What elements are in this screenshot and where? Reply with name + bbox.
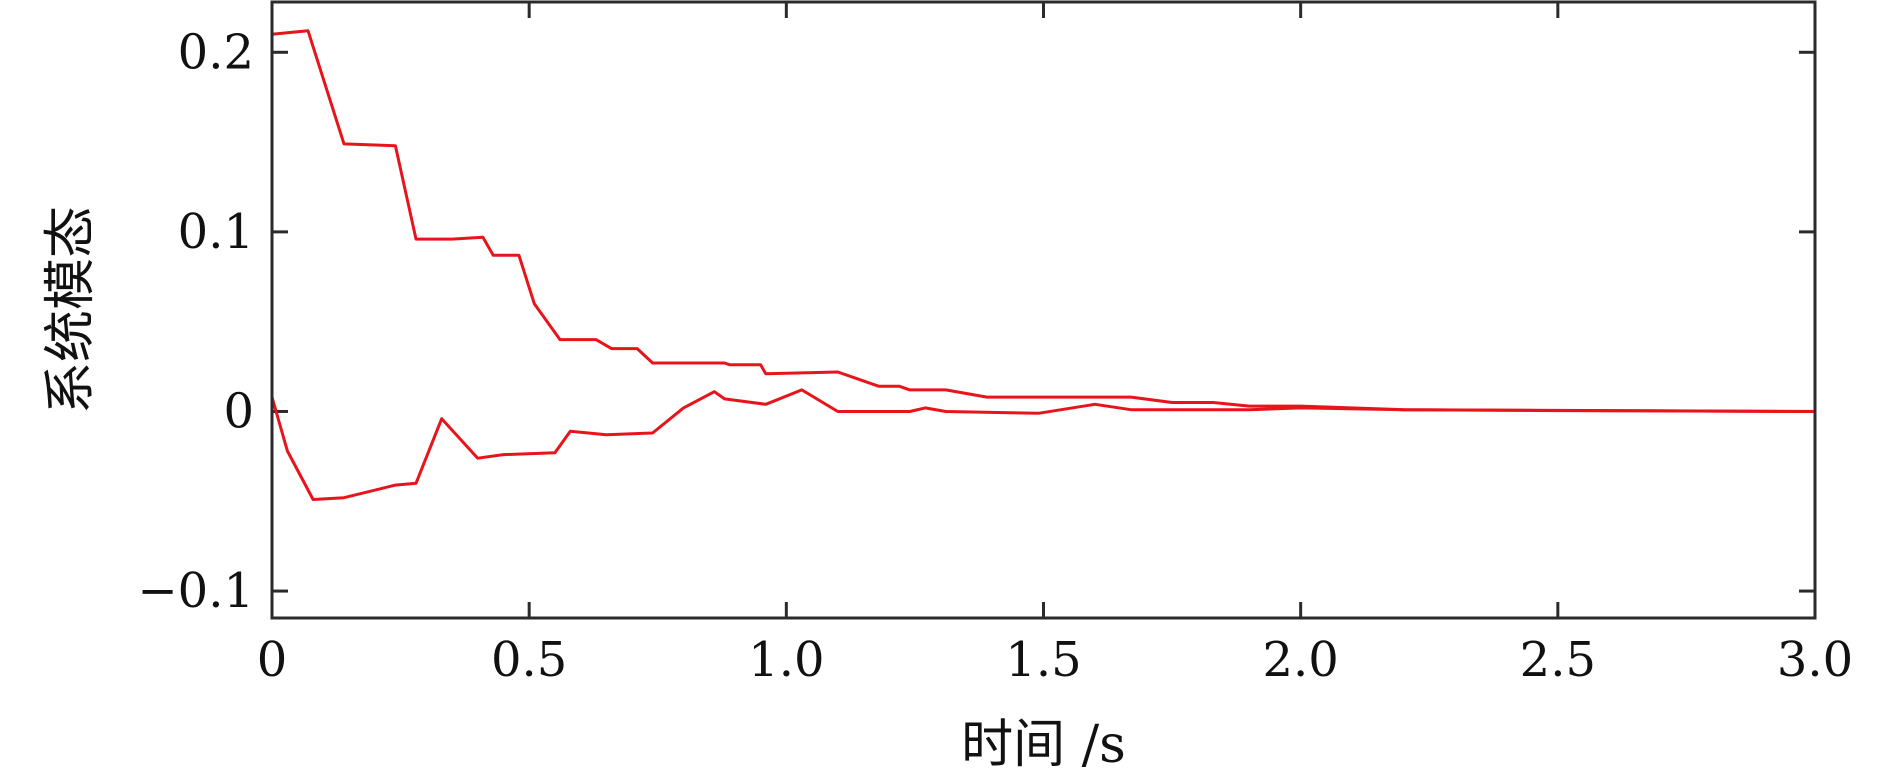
x-tick-label: 3.0	[1777, 632, 1853, 688]
y-tick-label: −0.1	[137, 563, 254, 619]
x-tick-label: 2.5	[1520, 632, 1596, 688]
plot-area-frame	[270, 0, 1817, 620]
x-axis-title: 时间 /s	[961, 715, 1126, 775]
y-tick-label: 0.2	[178, 24, 254, 80]
x-tick-label: 1.5	[1005, 632, 1081, 688]
y-tick-label: 0	[223, 383, 254, 439]
tick-labels-layer: 0 0.5 1.0 1.5 2.0 2.5 3.0−0.100.10.2	[137, 24, 1853, 688]
y-tick-label: 0.1	[178, 204, 254, 260]
series-line-2	[270, 388, 1817, 501]
series-layer	[270, 29, 1817, 501]
x-tick-label: 1.0	[748, 632, 824, 688]
x-tick-label: 0.5	[491, 632, 567, 688]
ticks-layer	[270, 2, 1817, 618]
x-tick-label: 2.0	[1262, 632, 1338, 688]
y-axis-title: 系统模态	[41, 206, 101, 414]
x-tick-label: 0	[257, 632, 288, 688]
series-line-1	[270, 29, 1817, 413]
